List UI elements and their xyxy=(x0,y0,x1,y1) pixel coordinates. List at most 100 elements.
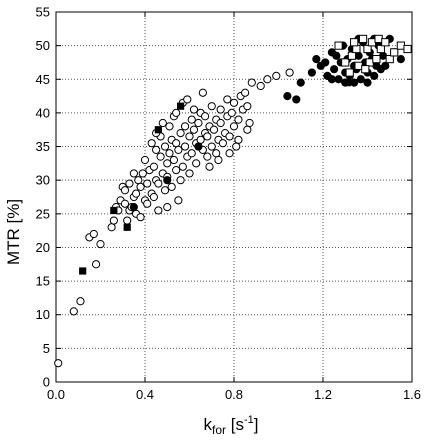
data-point-open-circle xyxy=(165,149,174,158)
data-point-open-circle xyxy=(229,98,239,107)
y-tick-label: 25 xyxy=(36,206,50,221)
data-point-open-circle xyxy=(163,159,172,168)
x-tick-label: 0.4 xyxy=(136,387,154,402)
data-point-filled-circle xyxy=(292,95,301,104)
data-point-open-circle xyxy=(89,229,98,239)
data-point-open-circle xyxy=(143,179,152,188)
data-point-open-square xyxy=(363,44,372,54)
data-point-open-circle xyxy=(285,68,294,77)
data-point-open-square xyxy=(376,44,385,54)
data-point-open-square xyxy=(361,65,370,74)
data-point-open-square xyxy=(350,38,359,47)
data-point-open-square xyxy=(354,61,363,70)
data-points xyxy=(54,34,412,368)
data-point-filled-square xyxy=(177,102,185,110)
data-point-filled-circle xyxy=(307,68,316,77)
data-point-open-circle xyxy=(245,118,254,128)
data-point-open-circle xyxy=(147,139,156,148)
data-point-open-circle xyxy=(120,186,130,195)
data-point-filled-circle xyxy=(296,78,305,87)
data-point-open-circle xyxy=(241,88,250,97)
y-tick-label: 15 xyxy=(36,274,50,289)
data-point-open-circle xyxy=(205,162,214,171)
data-point-open-circle xyxy=(134,176,143,185)
data-point-open-circle xyxy=(189,125,199,134)
data-point-filled-circle xyxy=(396,54,405,64)
data-point-open-circle xyxy=(214,155,223,165)
data-point-filled-circle xyxy=(327,75,336,84)
data-point-open-circle xyxy=(156,152,165,161)
y-tick-label: 50 xyxy=(36,38,50,53)
data-point-open-circle xyxy=(256,81,265,91)
data-point-open-circle xyxy=(243,125,252,134)
data-point-open-circle xyxy=(183,95,192,104)
y-tick-label: 5 xyxy=(43,341,50,356)
data-point-filled-square xyxy=(343,79,352,87)
data-point-open-circle xyxy=(176,128,185,138)
data-point-open-circle xyxy=(207,102,216,111)
x-tick-label: 1.6 xyxy=(403,387,421,402)
data-point-open-circle xyxy=(180,142,190,151)
data-point-open-circle xyxy=(180,122,190,131)
data-point-filled-circle xyxy=(381,61,390,70)
x-axis-label-unit-close: ] xyxy=(254,415,259,434)
data-point-open-circle xyxy=(229,122,239,131)
data-point-open-circle xyxy=(152,145,161,155)
data-point-open-circle xyxy=(232,142,241,151)
data-point-filled-circle xyxy=(350,78,359,87)
data-point-open-circle xyxy=(132,189,141,198)
data-point-open-square xyxy=(385,54,394,64)
data-point-open-circle xyxy=(218,139,227,148)
data-point-open-circle xyxy=(174,196,183,205)
data-point-open-circle xyxy=(174,145,183,155)
data-point-open-circle xyxy=(223,95,232,104)
y-tick-label: 20 xyxy=(36,240,50,255)
data-point-filled-circle xyxy=(321,58,330,67)
data-point-open-circle xyxy=(172,139,181,148)
data-point-filled-circle xyxy=(283,91,292,101)
data-point-open-circle xyxy=(198,88,207,97)
data-point-open-circle xyxy=(143,199,152,208)
data-point-filled-square xyxy=(123,223,131,231)
x-axis-label-unit-open: [s xyxy=(226,415,244,434)
data-point-filled-circle xyxy=(129,202,138,212)
data-point-open-circle xyxy=(154,206,163,215)
data-point-filled-circle xyxy=(330,65,339,74)
data-point-open-circle xyxy=(149,162,158,171)
data-point-open-square xyxy=(372,54,381,64)
data-point-filled-circle xyxy=(378,51,388,60)
data-point-open-circle xyxy=(154,179,163,188)
data-point-open-circle xyxy=(225,132,234,141)
data-point-open-circle xyxy=(107,223,116,232)
data-point-open-circle xyxy=(169,155,179,165)
data-point-open-square xyxy=(390,48,399,57)
data-point-filled-circle xyxy=(194,142,203,151)
y-axis-label: MTR [%] xyxy=(4,199,23,265)
data-point-open-circle xyxy=(196,135,205,144)
data-point-open-circle xyxy=(69,307,78,316)
data-point-open-circle xyxy=(192,159,201,168)
data-point-open-circle xyxy=(125,179,134,188)
data-point-filled-square xyxy=(110,206,118,215)
data-point-open-circle xyxy=(243,102,252,111)
data-point-open-square xyxy=(334,41,343,50)
data-point-open-circle xyxy=(272,71,281,81)
data-point-filled-square xyxy=(79,267,87,275)
x-tick-label: 0.0 xyxy=(47,387,65,402)
data-point-open-circle xyxy=(227,108,236,118)
data-point-open-circle xyxy=(54,359,63,368)
data-point-open-square xyxy=(365,58,374,67)
data-point-open-circle xyxy=(140,155,150,165)
axis-ticks xyxy=(55,11,413,383)
data-point-open-circle xyxy=(91,260,101,269)
x-axis-label-sub: for xyxy=(212,423,226,437)
axis-tick-labels: 0.0 0.4 0.8 1.2 1.6 0 5 10 15 20 25 30 35 40 45 50 55 xyxy=(36,5,422,403)
data-point-open-circle xyxy=(234,135,243,144)
data-point-open-circle xyxy=(187,149,196,158)
data-point-open-circle xyxy=(247,78,256,87)
data-point-open-circle xyxy=(209,125,219,134)
data-point-open-square xyxy=(341,58,350,67)
data-point-open-circle xyxy=(225,149,234,158)
data-point-open-circle xyxy=(109,216,118,225)
